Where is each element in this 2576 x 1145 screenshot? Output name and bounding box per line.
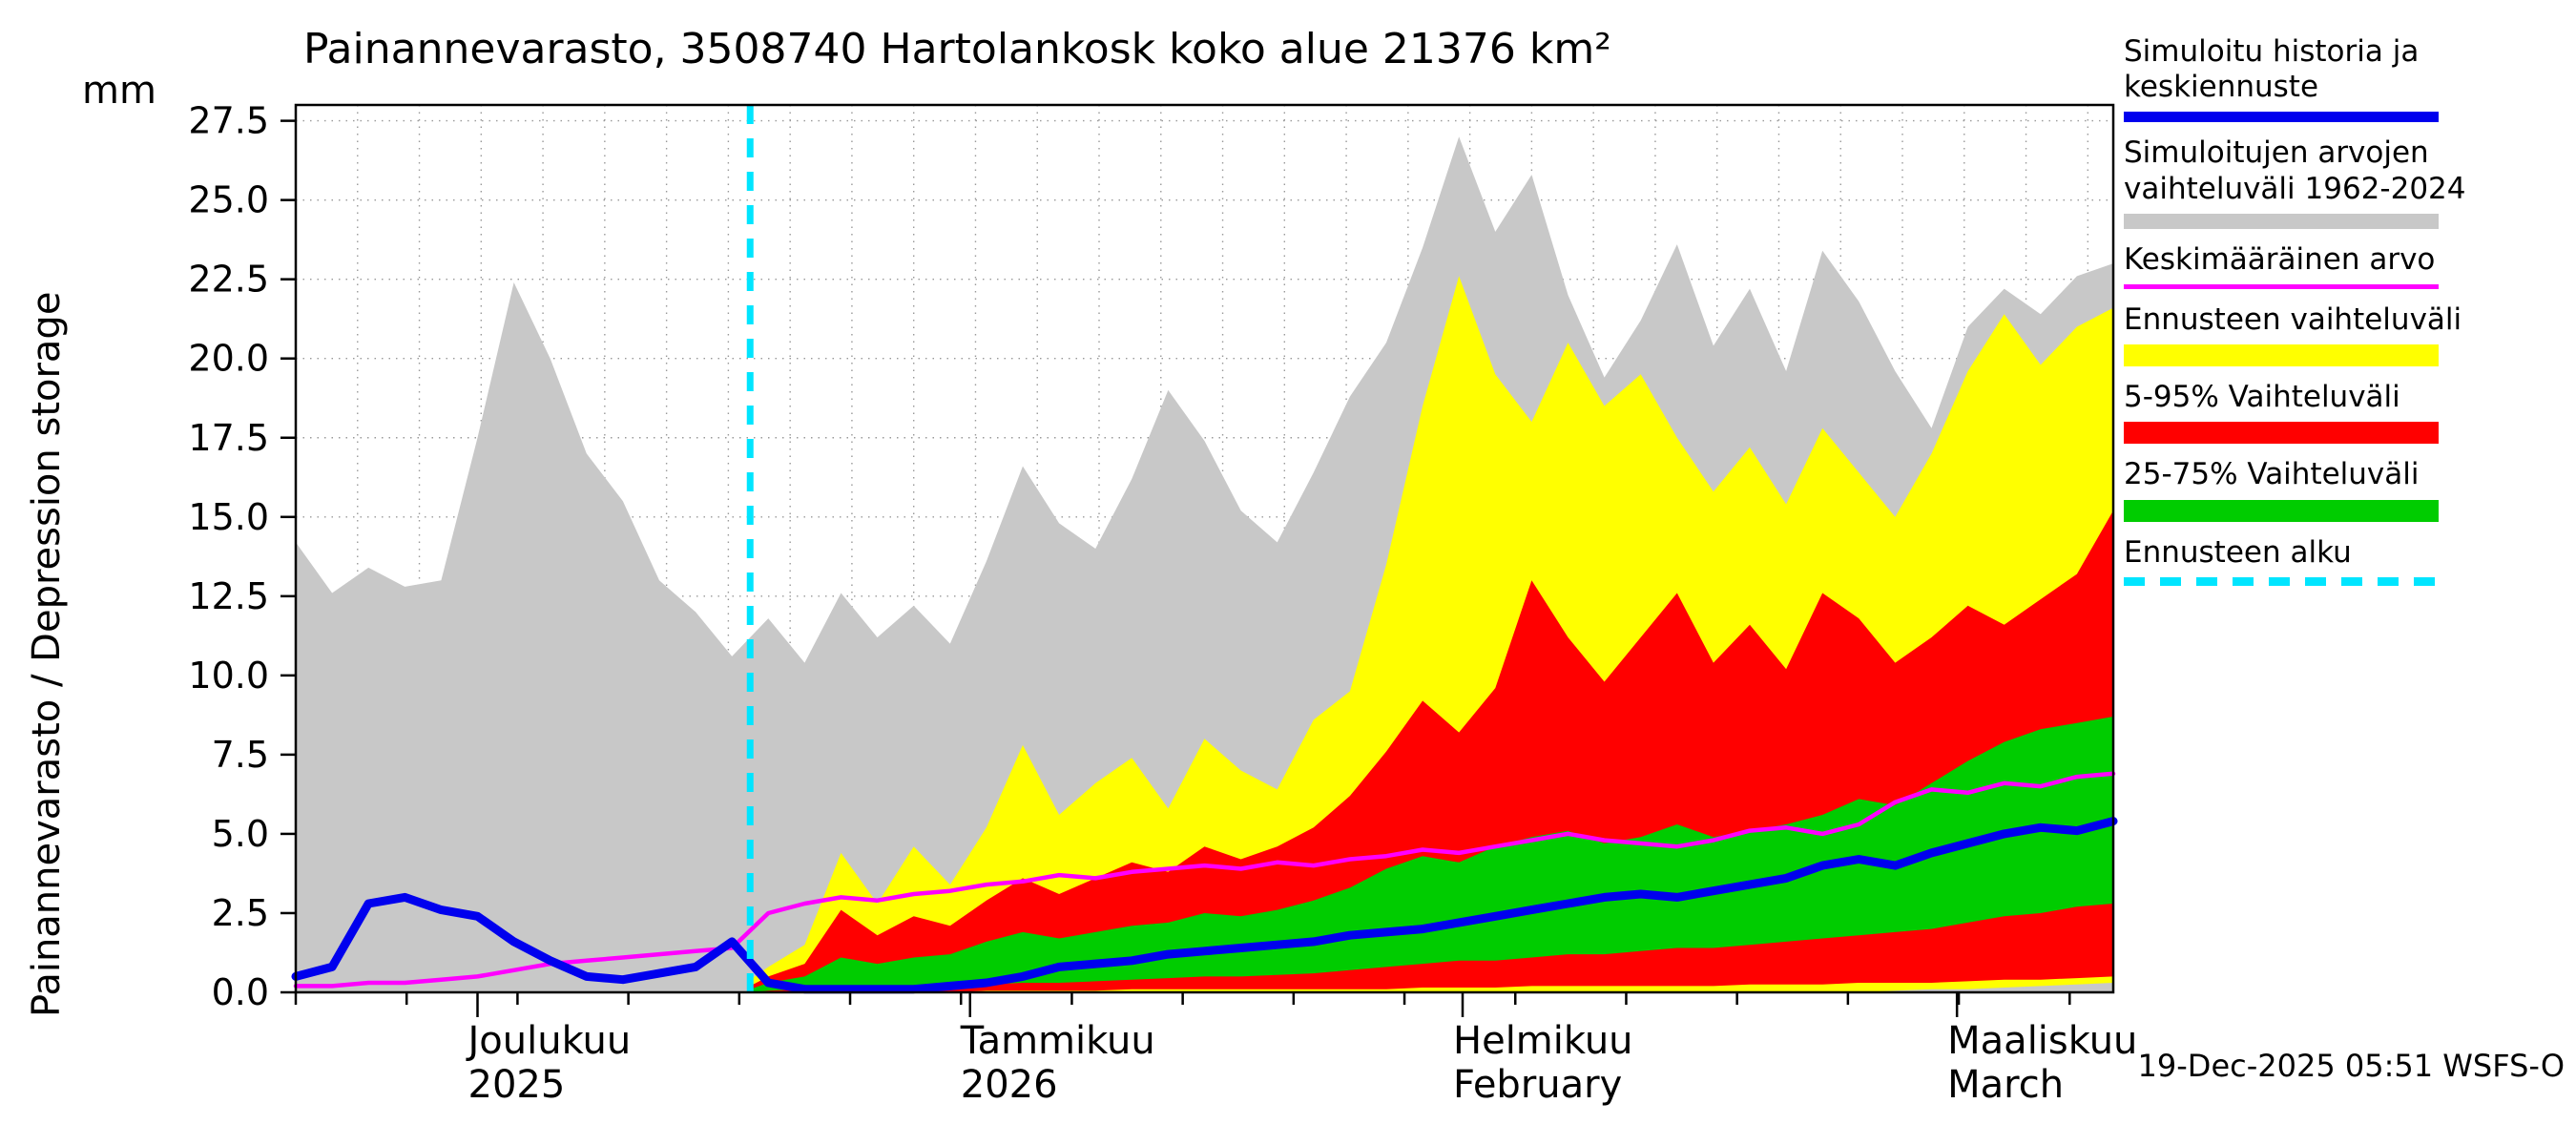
y-tick-label: 2.5 (212, 892, 269, 934)
legend-item-forecast-range: Ennusteen vaihteluväli (2124, 302, 2572, 367)
y-tick-label: 15.0 (188, 496, 269, 538)
longterm-mean-line (293, 771, 2116, 989)
y-axis-label: Painannevarasto / Depression storage (25, 291, 69, 1017)
p25-75-band (750, 717, 2113, 992)
y-tick-label: 27.5 (188, 100, 269, 142)
legend-swatch-mean-forecast (2124, 112, 2439, 123)
legend-label: Simuloitu historia ja keskiennuste (2124, 34, 2420, 105)
month-sublabel: 2025 (468, 1063, 566, 1107)
y-tick-label: 25.0 (188, 179, 269, 221)
y-axis-unit: mm (82, 69, 156, 113)
month-sublabel: March (1947, 1063, 2064, 1107)
legend-swatch-forecast-range (2124, 344, 2439, 367)
legend-item-p5-95: 5-95% Vaihteluväli (2124, 380, 2572, 445)
legend-swatch-p5-95 (2124, 422, 2439, 445)
legend-swatch-history-range (2124, 213, 2439, 229)
legend-label: Ennusteen vaihteluväli (2124, 302, 2462, 337)
y-tick-label: 17.5 (188, 417, 269, 459)
month-sublabel: February (1453, 1063, 1622, 1107)
chart-title: Painannevarasto, 3508740 Hartolankosk ko… (303, 25, 1611, 73)
timestamp: 19-Dec-2025 05:51 WSFS-O (2137, 1048, 2565, 1084)
legend-item-history-range: Simuloitujen arvojen vaihteluväli 1962-2… (2124, 135, 2572, 229)
legend-label: Simuloitujen arvojen vaihteluväli 1962-2… (2124, 135, 2466, 206)
month-label: Tammikuu (960, 1019, 1155, 1063)
chart-legend: Simuloitu historia ja keskiennuste Simul… (2124, 34, 2572, 599)
legend-item-longterm-mean: Keskimääräinen arvo (2124, 242, 2572, 289)
legend-swatch-forecast-start (2124, 576, 2439, 586)
y-tick-label: 10.0 (188, 655, 269, 697)
month-label: Maaliskuu (1947, 1019, 2137, 1063)
y-tick-label: 0.0 (212, 971, 269, 1013)
y-tick-label: 5.0 (212, 813, 269, 855)
legend-swatch-longterm-mean (2124, 283, 2439, 289)
month-label: Helmikuu (1453, 1019, 1633, 1063)
y-tick-label: 20.0 (188, 338, 269, 380)
month-sublabel: 2026 (961, 1063, 1058, 1107)
month-label: Joulukuu (466, 1019, 632, 1063)
legend-item-forecast-start: Ennusteen alku (2124, 535, 2572, 586)
legend-item-mean-forecast: Simuloitu historia ja keskiennuste (2124, 34, 2572, 123)
legend-item-p25-75: 25-75% Vaihteluväli (2124, 457, 2572, 522)
legend-label: Ennusteen alku (2124, 534, 2352, 570)
y-tick-label: 12.5 (188, 575, 269, 617)
plot-frame (294, 103, 2115, 994)
legend-label: 5-95% Vaihteluväli (2124, 380, 2400, 415)
legend-swatch-p25-75 (2124, 499, 2439, 522)
legend-label: Keskimääräinen arvo (2124, 241, 2436, 277)
mean-forecast-line (291, 817, 2118, 994)
y-tick-label: 7.5 (212, 734, 269, 776)
y-tick-label: 22.5 (188, 259, 269, 301)
legend-label: 25-75% Vaihteluväli (2124, 457, 2420, 492)
